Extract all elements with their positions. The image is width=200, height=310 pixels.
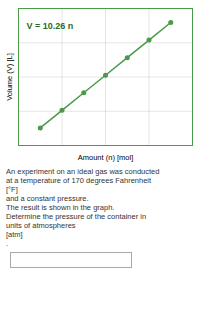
html-text:An experiment on an ideal gas: An experiment on an ideal gas was conduc…	[6, 167, 160, 176]
html-text:The result is shown in the gra: The result is shown in the graph.	[6, 203, 115, 212]
html-text:and a constant pressure.: and a constant pressure.	[6, 194, 89, 203]
html-text:units of atmospheres: units of atmospheres	[6, 221, 76, 230]
html-text:Determine the pressure of the: Determine the pressure of the container …	[6, 212, 147, 221]
html-text:at a temperature of 170 degree: at a temperature of 170 degrees Fahrenhe…	[6, 176, 152, 185]
svg-text:V = 10.26 n: V = 10.26 n	[27, 21, 74, 31]
html-text:[atm]: [atm]	[6, 230, 23, 239]
svg-text:Volume (V) [L]: Volume (V) [L]	[5, 53, 14, 101]
svg-text:Amount (n) [mol]: Amount (n) [mol]	[78, 153, 133, 162]
html-text:[°F]: [°F]	[6, 185, 18, 194]
